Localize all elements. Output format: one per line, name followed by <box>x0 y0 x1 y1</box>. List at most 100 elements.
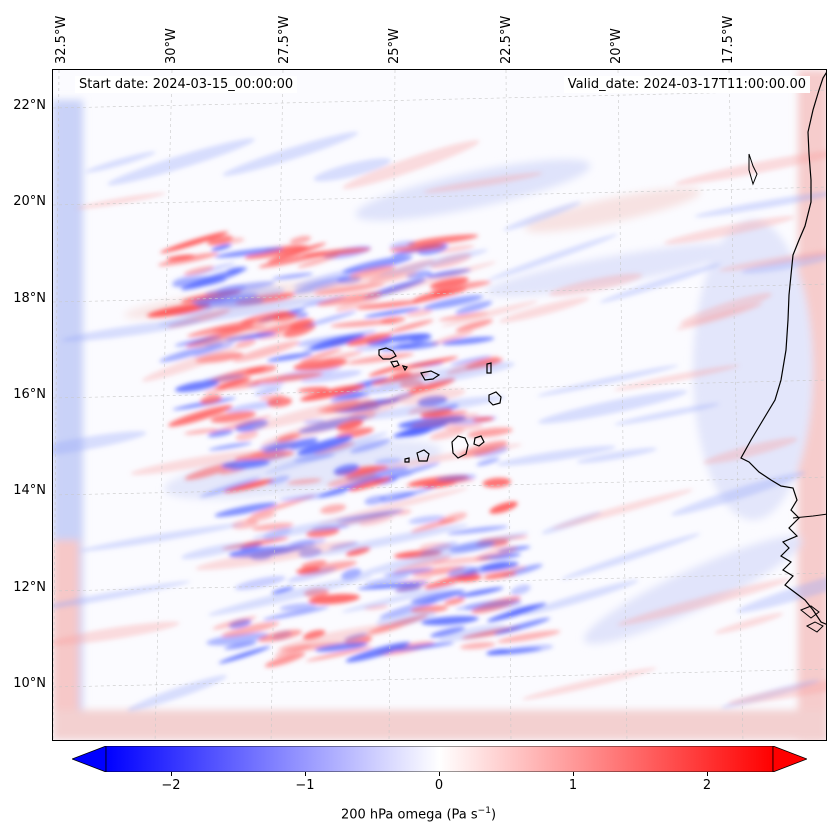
omega-ascent-streak <box>537 365 679 397</box>
omega-descent-band <box>443 422 484 431</box>
omega-descent-band <box>346 333 392 346</box>
omega-ascent-band <box>355 344 386 351</box>
omega-descent-streak <box>423 172 543 193</box>
omega-descent-band <box>184 428 218 435</box>
omega-descent-band <box>482 566 527 576</box>
omega-descent-streak <box>703 437 798 464</box>
omega-ascent-band <box>447 525 509 535</box>
omega-descent-streak <box>76 192 166 209</box>
omega-descent-streak <box>397 388 466 405</box>
omega-ascent-band <box>441 336 495 346</box>
omega-ascent-band <box>204 281 276 296</box>
island-brava <box>404 457 410 463</box>
omega-ascent-band <box>436 474 477 482</box>
omega-descent-band <box>297 387 329 393</box>
omega-descent-streak <box>613 364 740 391</box>
omega-descent-band <box>234 450 295 462</box>
bissagos-islands-2 <box>805 621 824 633</box>
omega-descent-band <box>444 597 465 606</box>
omega-descent-streak <box>714 612 784 634</box>
omega-ascent-band <box>422 295 484 310</box>
omega-ascent-band <box>349 438 392 454</box>
colorbar-label-unit-exponent: −1 <box>477 806 491 816</box>
omega-descent-band <box>347 352 414 365</box>
omega-ascent-band <box>389 240 416 249</box>
omega-ascent-band <box>211 244 232 251</box>
island-santiago <box>451 435 469 459</box>
omega-ascent-streak <box>487 233 618 281</box>
omega-ascent-band <box>254 387 282 396</box>
omega-descent-band <box>223 479 275 493</box>
cb-tick-label-m2: −2 <box>161 778 181 793</box>
omega-descent-band <box>363 604 389 610</box>
omega-descent-band <box>431 280 492 293</box>
omega-descent-band <box>231 519 259 529</box>
coast-detail-north <box>748 153 758 186</box>
omega-ascent-band <box>455 599 521 611</box>
omega-ascent-band <box>293 268 363 288</box>
cb-tick-label-m1: −1 <box>295 778 315 793</box>
omega-ascent-streak <box>314 524 469 557</box>
colorbar-label-end: ) <box>490 807 497 823</box>
omega-ascent-streak <box>496 445 616 466</box>
omega-ascent-streak <box>357 395 506 420</box>
omega-descent-streak <box>364 261 497 300</box>
background-field <box>53 70 826 740</box>
lat-label-16n: 16°N <box>13 387 46 402</box>
omega-ascent-band <box>206 632 269 646</box>
african-coastline <box>740 72 826 625</box>
omega-ascent-band <box>447 566 477 578</box>
omega-ascent-band <box>410 334 432 343</box>
omega-descent-band <box>293 358 348 371</box>
omega-ascent-band <box>334 393 370 400</box>
lat-label-22n: 22°N <box>13 98 46 113</box>
lon-label-17-5w: 17.5°W <box>721 15 736 64</box>
omega-ascent-streak <box>85 151 156 173</box>
omega-ascent-streak <box>127 675 227 711</box>
omega-ascent-band <box>455 300 493 315</box>
omega-descent-streak <box>314 271 418 293</box>
omega-ascent-streak <box>561 533 701 580</box>
omega-ascent-band <box>457 587 504 598</box>
omega-descent-band <box>455 319 494 332</box>
omega-ascent-band <box>271 586 294 594</box>
omega-descent-band <box>207 235 233 246</box>
omega-descent-streak <box>441 300 538 327</box>
omega-descent-band <box>389 244 445 252</box>
omega-ascent-band <box>159 342 224 363</box>
omega-descent-band <box>299 348 342 364</box>
omega-ascent-band <box>207 429 234 438</box>
omega-descent-band <box>410 413 480 428</box>
omega-descent-band <box>183 265 214 276</box>
lat-label-18n: 18°N <box>13 291 46 306</box>
omega-ascent-streak <box>313 158 391 182</box>
island-santa-luzia <box>401 365 408 372</box>
omega-descent-band <box>297 254 340 268</box>
omega-descent-streak <box>498 297 590 323</box>
omega-descent-band <box>336 419 364 431</box>
gridlines <box>53 70 826 740</box>
omega-ascent-streak <box>576 447 657 464</box>
omega-ascent-band <box>297 435 353 456</box>
omega-ascent-band <box>287 567 337 583</box>
omega-ascent-band <box>364 576 410 585</box>
omega-ascent-band <box>208 442 252 451</box>
cb-tickmark-m1 <box>305 772 306 776</box>
omega-ascent-band <box>218 646 271 664</box>
omega-ascent-band <box>383 568 434 577</box>
omega-ascent-streak <box>341 584 457 613</box>
omega-descent-streak <box>385 443 523 469</box>
omega-descent-streak <box>195 314 302 349</box>
omega-ascent-band <box>203 374 245 382</box>
omega-descent-band <box>258 629 303 643</box>
lon-label-25w: 25°W <box>387 28 402 64</box>
omega-descent-streak <box>195 541 356 571</box>
omega-field-map <box>53 70 826 740</box>
omega-descent-streak <box>727 671 826 705</box>
omega-ascent-streak <box>158 296 325 327</box>
omega-descent-band <box>305 646 373 662</box>
omega-ascent-band <box>267 352 313 362</box>
omega-descent-band <box>388 319 434 333</box>
omega-ascent-streak <box>438 624 507 642</box>
island-maio <box>473 435 485 447</box>
